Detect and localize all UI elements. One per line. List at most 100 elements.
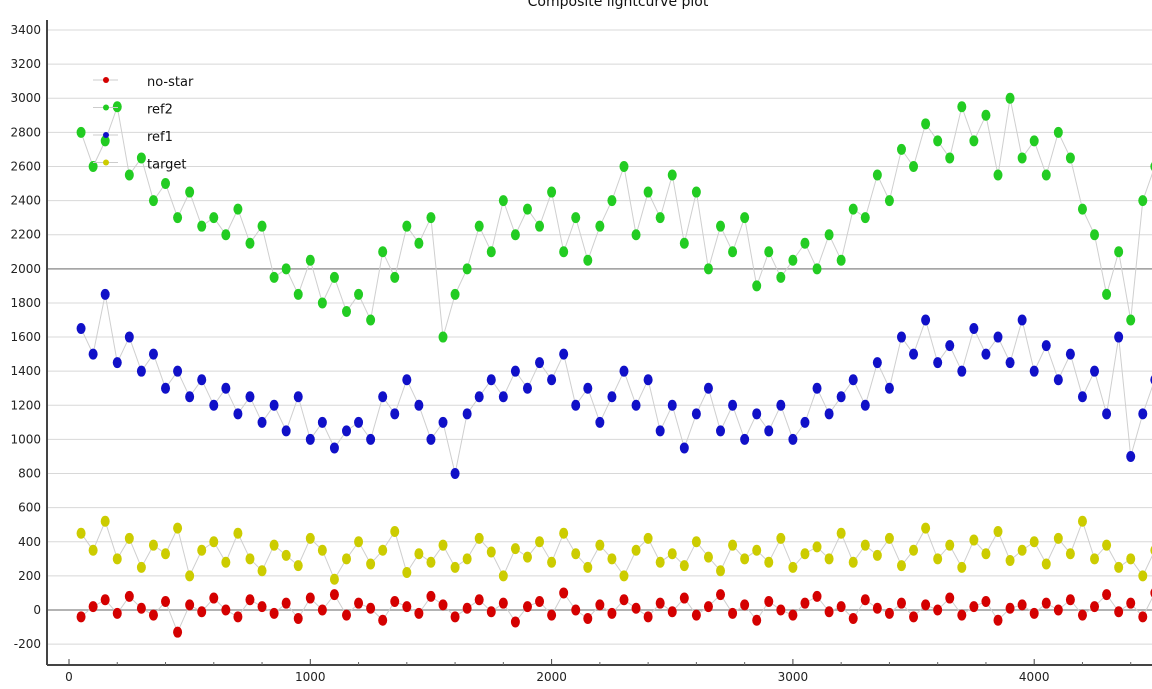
data-point-ref2 bbox=[88, 160, 98, 172]
data-point-ref1 bbox=[1041, 340, 1051, 352]
data-point-ref1 bbox=[595, 416, 605, 428]
data-point-ref2 bbox=[824, 229, 834, 241]
data-point-ref1 bbox=[752, 408, 762, 420]
data-point-ref1 bbox=[257, 416, 267, 428]
data-point-ref1 bbox=[1005, 357, 1015, 369]
data-point-no-star bbox=[703, 601, 713, 613]
data-point-target bbox=[1017, 544, 1027, 556]
data-point-ref1 bbox=[209, 399, 219, 411]
data-point-no-star bbox=[354, 597, 364, 609]
data-point-ref1 bbox=[317, 416, 327, 428]
data-point-ref1 bbox=[1114, 331, 1124, 343]
data-point-ref2 bbox=[1138, 195, 1148, 207]
data-point-target bbox=[209, 536, 219, 548]
data-point-ref1 bbox=[124, 331, 134, 343]
data-point-no-star bbox=[245, 594, 255, 606]
data-point-ref2 bbox=[860, 212, 870, 224]
data-point-ref1 bbox=[161, 382, 171, 394]
data-point-ref1 bbox=[655, 425, 665, 437]
data-point-no-star bbox=[1041, 597, 1051, 609]
data-point-target bbox=[414, 548, 424, 560]
data-point-ref2 bbox=[933, 135, 943, 147]
data-point-ref1 bbox=[993, 331, 1003, 343]
axes: -200 0 200 400 600 800 1000 1200 1400 1600 1800 200… bbox=[10, 20, 1152, 684]
data-point-ref2 bbox=[1041, 169, 1051, 181]
data-point-target bbox=[148, 539, 158, 551]
data-point-ref1 bbox=[667, 399, 677, 411]
data-point-ref1 bbox=[921, 314, 931, 326]
data-point-no-star bbox=[933, 604, 943, 616]
data-point-ref2 bbox=[848, 203, 858, 215]
data-point-no-star bbox=[981, 595, 991, 607]
data-point-no-star bbox=[764, 595, 774, 607]
data-point-no-star bbox=[619, 594, 629, 606]
data-point-no-star bbox=[643, 611, 653, 623]
data-point-target bbox=[161, 548, 171, 560]
data-point-ref1 bbox=[547, 374, 557, 386]
data-point-no-star bbox=[788, 609, 798, 621]
data-point-ref1 bbox=[933, 357, 943, 369]
data-point-no-star bbox=[957, 609, 967, 621]
data-point-ref1 bbox=[776, 399, 786, 411]
y-tick-label: 3400 bbox=[10, 23, 41, 37]
data-point-target bbox=[547, 556, 557, 568]
data-point-target bbox=[185, 570, 195, 582]
data-point-no-star bbox=[909, 611, 919, 623]
data-point-ref2 bbox=[221, 229, 231, 241]
data-point-no-star bbox=[848, 613, 858, 625]
data-point-target bbox=[100, 515, 110, 527]
data-point-no-star bbox=[293, 613, 303, 625]
x-tick-label: 2000 bbox=[536, 670, 567, 684]
data-point-no-star bbox=[993, 614, 1003, 626]
data-point-target bbox=[1090, 553, 1100, 565]
legend-marker-ref2 bbox=[103, 104, 109, 111]
data-point-target bbox=[281, 549, 291, 561]
data-point-target bbox=[112, 553, 122, 565]
data-point-no-star bbox=[197, 606, 207, 618]
data-point-no-star bbox=[221, 604, 231, 616]
data-point-ref1 bbox=[631, 399, 641, 411]
data-point-ref1 bbox=[643, 374, 653, 386]
data-point-ref1 bbox=[426, 433, 436, 445]
data-point-ref2 bbox=[571, 212, 581, 224]
data-point-ref1 bbox=[728, 399, 738, 411]
data-point-ref1 bbox=[860, 399, 870, 411]
data-point-target bbox=[896, 560, 906, 572]
data-point-ref1 bbox=[112, 357, 122, 369]
data-point-ref2 bbox=[1102, 288, 1112, 300]
data-point-target bbox=[607, 553, 617, 565]
data-point-ref2 bbox=[269, 271, 279, 283]
data-point-target bbox=[1102, 539, 1112, 551]
data-point-ref2 bbox=[679, 237, 689, 249]
data-point-ref1 bbox=[1090, 365, 1100, 377]
legend-label-ref1: ref1 bbox=[147, 130, 173, 145]
y-tick-label: 1000 bbox=[10, 432, 41, 446]
data-point-ref1 bbox=[522, 382, 532, 394]
data-point-no-star bbox=[691, 609, 701, 621]
legend: no-star ref2 ref1 target bbox=[93, 75, 194, 173]
data-point-no-star bbox=[547, 609, 557, 621]
data-point-ref1 bbox=[716, 425, 726, 437]
data-point-no-star bbox=[341, 609, 351, 621]
data-point-ref2 bbox=[498, 195, 508, 207]
data-point-no-star bbox=[88, 601, 98, 613]
legend-marker-no-star bbox=[103, 77, 109, 83]
data-point-no-star bbox=[366, 602, 376, 614]
data-point-target bbox=[1005, 555, 1015, 567]
x-tick-label: 4000 bbox=[1019, 670, 1050, 684]
data-point-ref2 bbox=[993, 169, 1003, 181]
data-point-target bbox=[824, 553, 834, 565]
data-point-ref1 bbox=[136, 365, 146, 377]
data-point-ref1 bbox=[390, 408, 400, 420]
data-point-no-star bbox=[233, 611, 243, 623]
data-point-target bbox=[329, 573, 339, 585]
data-point-target bbox=[426, 556, 436, 568]
y-tick-label: 400 bbox=[18, 535, 41, 549]
data-point-ref2 bbox=[100, 135, 110, 147]
data-point-ref1 bbox=[788, 433, 798, 445]
data-point-ref1 bbox=[402, 374, 412, 386]
data-point-target bbox=[1053, 532, 1063, 544]
data-point-no-star bbox=[945, 592, 955, 604]
data-point-no-star bbox=[378, 614, 388, 626]
data-point-ref1 bbox=[1138, 408, 1148, 420]
